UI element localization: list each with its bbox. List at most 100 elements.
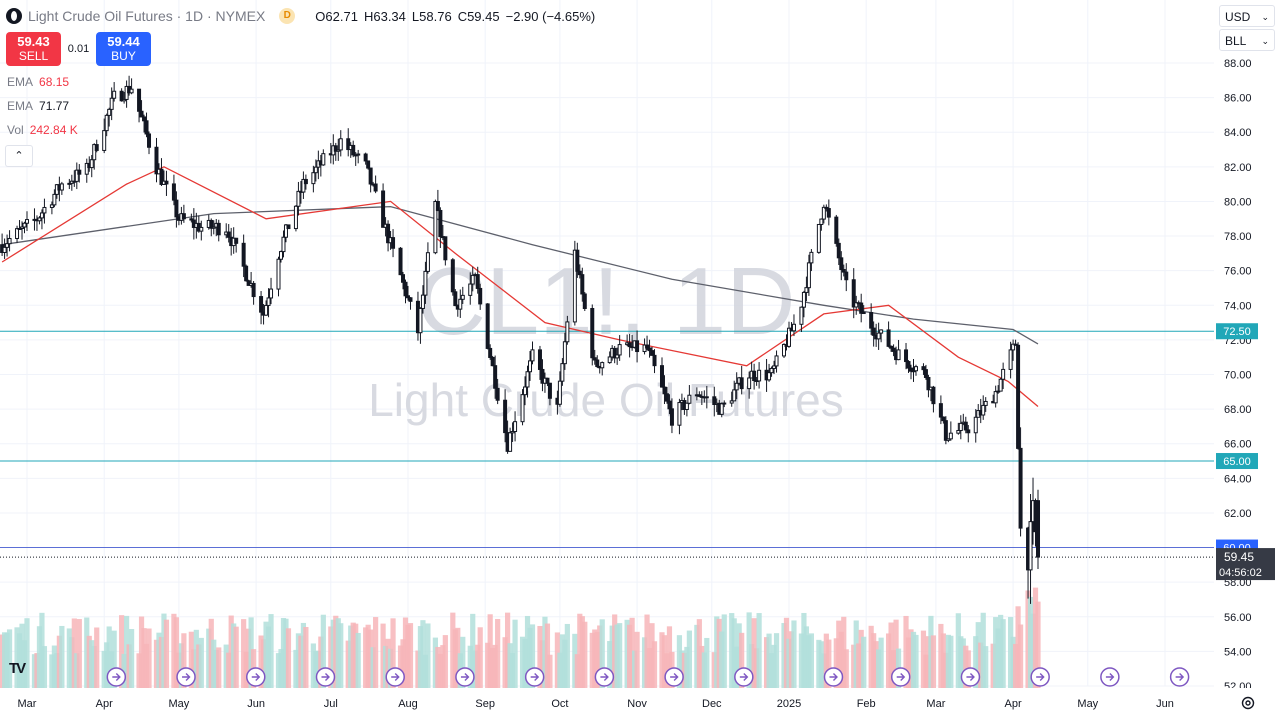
chevron-down-icon: ⌄	[1261, 36, 1269, 46]
indicator-volume[interactable]: Vol 242.84 K	[7, 123, 78, 137]
candle-body	[774, 355, 779, 367]
candle-body	[15, 228, 20, 239]
delay-badge[interactable]: D	[279, 8, 296, 24]
volume-bar	[547, 654, 553, 688]
event-marker-icon[interactable]	[106, 667, 127, 687]
candle-body	[336, 149, 341, 152]
candle-body	[443, 236, 448, 261]
time-axis-bg	[0, 688, 1279, 718]
candle-body	[600, 362, 605, 369]
event-marker-icon[interactable]	[890, 667, 911, 687]
x-tick-label: 2025	[777, 698, 801, 710]
unit-select[interactable]: BLL ⌄	[1219, 29, 1275, 51]
candle-body	[398, 247, 403, 276]
candle-body	[669, 408, 674, 426]
sell-button[interactable]: 59.43 SELL	[6, 32, 61, 66]
event-marker-icon[interactable]	[246, 667, 266, 687]
volume-bar	[420, 620, 426, 688]
volume-bar	[268, 614, 274, 688]
collapse-legend-button[interactable]: ⌃	[5, 145, 33, 167]
candle-body	[159, 168, 164, 185]
volume-bar	[529, 624, 536, 688]
candle-body	[286, 224, 291, 230]
indicator-ema-slow[interactable]: EMA 71.77	[7, 99, 69, 113]
candle-body	[209, 219, 214, 229]
candle-body	[453, 291, 458, 307]
x-tick-label: May	[169, 698, 190, 710]
event-marker-icon[interactable]	[960, 667, 981, 687]
candle-body	[433, 200, 438, 254]
candle-body	[704, 396, 709, 399]
price-axis[interactable]: 52.0054.0056.0058.0060.0062.0064.0066.00…	[1216, 0, 1279, 718]
event-marker-icon[interactable]	[176, 667, 196, 687]
candle-body	[677, 402, 682, 426]
event-marker-icon[interactable]	[664, 667, 684, 687]
candle-body	[333, 145, 338, 152]
candle-body	[963, 421, 968, 431]
indicator-value: 242.84 K	[29, 123, 78, 137]
volume-bar	[617, 623, 623, 688]
candle-body	[450, 259, 455, 293]
candle-body	[595, 359, 600, 367]
candle-body	[84, 162, 89, 175]
symbol-title[interactable]: Light Crude Oil Futures · 1D · NYMEX	[28, 8, 266, 24]
candle-body	[958, 422, 963, 431]
candle-body	[25, 219, 29, 224]
x-tick-label: Jul	[324, 698, 338, 710]
candle-body	[627, 342, 632, 348]
chevron-down-icon: ⌄	[1261, 12, 1269, 22]
candle-body	[52, 193, 57, 206]
candle-body	[109, 97, 114, 110]
x-tick-label: Nov	[627, 698, 647, 710]
event-marker-icon[interactable]	[823, 667, 844, 687]
volume-histogram	[0, 587, 1041, 688]
event-marker-icon[interactable]	[1100, 667, 1120, 687]
candle-body	[346, 138, 351, 151]
gear-icon[interactable]	[1240, 695, 1256, 711]
candle-body	[139, 110, 144, 118]
horizontal-levels	[0, 330, 1214, 558]
event-marker-icon[interactable]	[734, 667, 754, 687]
candle-body	[879, 329, 884, 334]
volume-bar	[651, 641, 658, 688]
event-marker-icon[interactable]	[594, 667, 615, 687]
candle-body	[104, 114, 109, 132]
buy-button[interactable]: 59.44 BUY	[96, 32, 151, 66]
candle-body	[752, 370, 757, 382]
candle-body	[22, 222, 27, 228]
volume-bar	[390, 618, 396, 688]
event-marker-icon[interactable]	[524, 667, 545, 687]
event-marker-icon[interactable]	[315, 667, 336, 687]
candle-body	[537, 349, 542, 370]
ema-lines	[1, 166, 1039, 407]
y-tick-label: 68.00	[1224, 404, 1252, 416]
tradingview-logo[interactable]: TV	[9, 660, 26, 677]
volume-bar	[163, 619, 170, 688]
candle-body	[652, 354, 657, 367]
volume-bar	[773, 633, 780, 688]
candle-body	[174, 199, 179, 218]
currency-select[interactable]: USD ⌄	[1219, 5, 1275, 27]
event-marker-icon[interactable]	[385, 667, 405, 687]
time-axis[interactable]: Mar Apr May Jun Jul Aug Sep Oct Nov Dec 2025 Feb Mar…	[0, 688, 1279, 718]
candle-body	[283, 224, 288, 238]
candle-body	[423, 270, 428, 296]
volume-bar	[59, 625, 65, 688]
candle-body	[948, 432, 953, 440]
x-tick-label: Dec	[702, 698, 722, 710]
event-marker-icon[interactable]	[455, 667, 475, 687]
candle-body	[580, 274, 585, 295]
indicator-ema-fast[interactable]: EMA 68.15	[7, 75, 69, 89]
candle-body	[59, 183, 64, 191]
candle-body	[981, 404, 986, 416]
candle-body	[259, 296, 264, 313]
candle-body	[1013, 343, 1018, 346]
candle-body	[303, 178, 308, 185]
candle-body	[425, 252, 430, 272]
level-tag-label: 65.00	[1223, 456, 1251, 468]
x-tick-label: May	[1077, 698, 1098, 710]
event-marker-icon[interactable]	[1169, 667, 1190, 687]
countdown-label: 04:56:02	[1219, 567, 1262, 579]
event-marker-icon[interactable]	[1030, 667, 1050, 687]
